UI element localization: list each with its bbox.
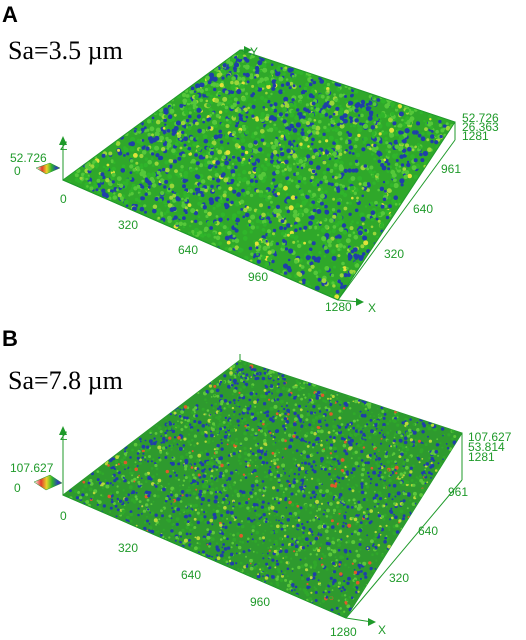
- panel-b-x-tick: 0: [60, 509, 67, 523]
- panel-a-right-label: 52.726: [462, 111, 499, 125]
- panel-b-z-arrow-icon: [59, 426, 67, 435]
- panel-a-x-tick: 1280: [325, 300, 352, 314]
- panel-a-surface-texture: [67, 53, 455, 300]
- panel-a-y-tick: 961: [441, 162, 461, 176]
- panel-a-x-tick: 320: [118, 218, 138, 232]
- panel-b-z-top-label: 107.627: [10, 461, 54, 475]
- panel-a-right-label: 26.363: [462, 120, 499, 134]
- panel-b-x-tick: 1280: [330, 625, 357, 639]
- panel-a-y-axis-name: Y: [250, 45, 258, 59]
- panel-a-z-axis-name: Z: [60, 139, 67, 153]
- panel-a-x-arrow-icon: [356, 298, 364, 306]
- panel-b-color-legend: [33, 474, 63, 491]
- panel-b-letter: B: [2, 326, 18, 351]
- panel-a-y-arrow-icon: [244, 46, 252, 54]
- panel-a-z-arrow-icon: [59, 136, 67, 145]
- panel-b-surface-texture: [68, 360, 457, 616]
- panel-b-x-tick: 320: [118, 541, 138, 555]
- panel-b-right-label: 107.627: [468, 430, 512, 444]
- panel-a-x-axis-name: X: [368, 301, 376, 315]
- panel-b-x-axis-name: X: [378, 623, 386, 637]
- panel-b-x-tick: 640: [181, 568, 201, 582]
- panel-a-right-label: 1281: [462, 129, 489, 143]
- panel-b-right-label: 1281: [468, 450, 495, 464]
- panel-a-x-tick: 960: [248, 270, 268, 284]
- panel-a-letter: A: [2, 2, 18, 27]
- panel-b-axes: [62, 432, 373, 623]
- panel-a-z-bottom-label: 0: [14, 164, 21, 178]
- panel-b-y-tick: 640: [418, 524, 438, 538]
- panel-a-y-tick: 320: [384, 247, 404, 261]
- panel-b-x-tick: 960: [250, 595, 270, 609]
- panel-b-sa-label: Sa=7.8 µm: [8, 366, 123, 395]
- panel-b-y-tick: 961: [448, 485, 468, 499]
- panel-a-x-tick: 0: [60, 192, 67, 206]
- panel-a-x-tick: 640: [178, 243, 198, 257]
- panel-a-surface-plot: Z X Y 52.726 0 0 320 640 960 1280 320 64…: [10, 45, 499, 315]
- panel-b-right-label: 53.814: [468, 440, 505, 454]
- panel-b-y-tick: 320: [389, 571, 409, 585]
- panel-a-color-legend: [35, 162, 61, 175]
- panel-b-z-bottom-label: 0: [14, 481, 21, 495]
- panel-a-sa-label: Sa=3.5 µm: [8, 36, 123, 65]
- panel-b-z-axis-name: Z: [60, 429, 67, 443]
- panel-b-surface-base: [63, 360, 462, 618]
- panel-a-z-top-label: 52.726: [10, 151, 47, 165]
- panel-b-x-arrow-icon: [368, 618, 376, 626]
- panel-b-surface-plot: Z X 107.627 0 0 320 640 960 1280 320 640…: [10, 354, 512, 639]
- panel-a-y-tick: 640: [413, 202, 433, 216]
